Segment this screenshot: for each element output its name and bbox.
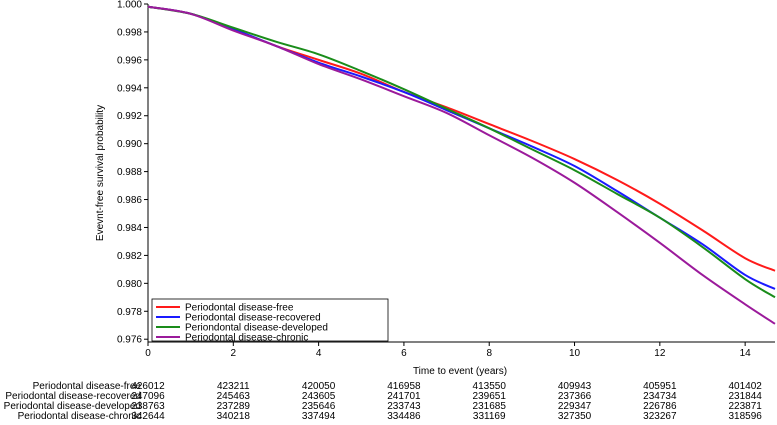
risk-cell: 239651: [473, 391, 507, 402]
risk-cell: 235646: [302, 401, 336, 412]
risk-cell: 423211: [217, 381, 250, 392]
y-tick-label: 0.980: [117, 279, 142, 290]
risk-cell: 413550: [473, 381, 507, 392]
risk-cell: 401402: [728, 381, 762, 392]
risk-row-label: Periodontal disease-developed: [4, 401, 141, 412]
risk-cell: 231685: [473, 401, 507, 412]
y-tick-label: 0.990: [117, 139, 142, 150]
y-tick-label: 0.994: [117, 83, 142, 94]
risk-cell: 342644: [131, 411, 165, 422]
series-line-4: [147, 5, 776, 325]
y-tick-label: 1.000: [117, 0, 142, 11]
y-axis-title: Evevnt-free survival probability: [95, 105, 106, 241]
risk-cell: 426012: [131, 381, 165, 392]
risk-row-label: Periodontal disease-chronic: [18, 411, 141, 422]
risk-cell: 337494: [302, 411, 336, 422]
y-tick-label: 0.992: [117, 111, 142, 122]
risk-cell: 334486: [387, 411, 421, 422]
risk-cell: 245463: [217, 391, 251, 402]
risk-cell: 241701: [387, 391, 421, 402]
x-tick-label: 6: [401, 348, 407, 359]
x-tick-label: 0: [145, 348, 151, 359]
x-tick-label: 12: [654, 348, 666, 359]
y-tick-label: 0.978: [117, 307, 142, 318]
x-tick-label: 8: [486, 348, 492, 359]
risk-cell: 233743: [387, 401, 421, 412]
risk-row-label: Periodontal disease-free: [33, 381, 142, 392]
series-line-2: [147, 5, 776, 290]
risk-cell: 327350: [558, 411, 592, 422]
risk-cell: 243605: [302, 391, 336, 402]
survival-curves: [147, 5, 776, 325]
risk-cell: 237366: [558, 391, 592, 402]
legend-label: Periodontal disease-chronic: [185, 333, 308, 344]
risk-cell: 229347: [558, 401, 592, 412]
risk-cell: 247096: [131, 391, 165, 402]
risk-cell: 323267: [643, 411, 677, 422]
y-tick-label: 0.982: [117, 251, 142, 262]
risk-cell: 238763: [131, 401, 165, 412]
series-line-3: [147, 5, 776, 299]
plot-frame: [147, 4, 775, 343]
risk-cell: 237289: [217, 401, 251, 412]
risk-cell: 409943: [558, 381, 592, 392]
y-tick-label: 0.986: [117, 195, 142, 206]
risk-cell: 420050: [302, 381, 336, 392]
x-axis-title: Time to event (years): [413, 366, 507, 377]
y-tick-label: 0.996: [117, 55, 142, 66]
risk-row-label: Periodontal disease-recovered: [5, 391, 141, 402]
x-axis: 0 2 4 6 8 10 12 14: [145, 342, 751, 359]
risk-cell: 231844: [728, 391, 762, 402]
risk-cell: 223871: [728, 401, 762, 412]
legend-box: [151, 298, 389, 342]
y-tick-label: 0.984: [117, 223, 142, 234]
risk-cell: 226786: [643, 401, 677, 412]
y-tick-label: 0.988: [117, 167, 142, 178]
legend-label: Periondontal disease-developed: [185, 323, 328, 334]
risk-cell: 318596: [728, 411, 762, 422]
y-tick-label: 0.976: [117, 335, 142, 346]
legend-label: Periodontal disease-free: [185, 303, 294, 314]
x-tick-label: 2: [231, 348, 237, 359]
risk-cell: 331169: [473, 411, 506, 422]
y-tick-label: 0.998: [117, 27, 142, 38]
risk-cell: 340218: [217, 411, 251, 422]
legend-label: Periodontal disease-recovered: [185, 313, 321, 324]
risk-cell: 234734: [643, 391, 677, 402]
x-tick-label: 10: [569, 348, 581, 359]
y-axis: 1.000 0.998 0.996 0.994 0.992 0.990 0.988 0.986…: [117, 0, 148, 346]
risk-cell: 405951: [643, 381, 677, 392]
x-tick-label: 4: [316, 348, 322, 359]
risk-cell: 416958: [387, 381, 421, 392]
x-tick-label: 14: [740, 348, 752, 359]
